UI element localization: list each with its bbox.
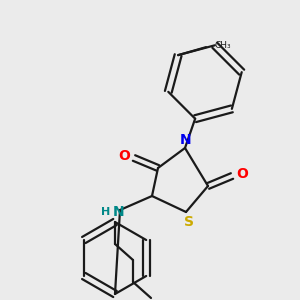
Text: CH₃: CH₃ [214,40,231,50]
Text: N: N [113,205,125,219]
Text: H: H [101,207,111,217]
Text: S: S [184,215,194,229]
Text: N: N [180,133,192,147]
Text: O: O [236,167,248,181]
Text: O: O [118,149,130,163]
